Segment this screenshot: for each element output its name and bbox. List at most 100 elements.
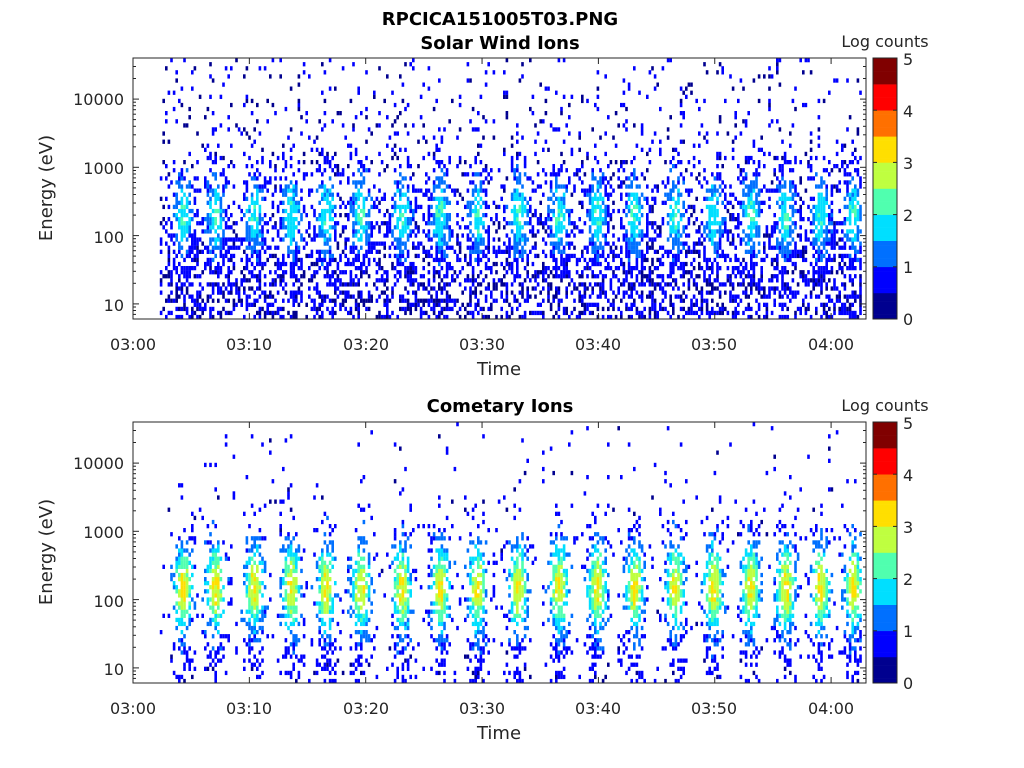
spectrogram-cell bbox=[518, 253, 522, 259]
spectrogram-cell bbox=[505, 204, 509, 210]
spectrogram-cell bbox=[401, 98, 405, 104]
spectrogram-cell bbox=[219, 266, 223, 271]
spectrogram-cell bbox=[349, 249, 353, 254]
spectrogram-cell bbox=[214, 270, 217, 275]
spectrogram-cell bbox=[526, 274, 529, 279]
spectrogram-cell bbox=[258, 241, 262, 246]
spectrogram-cell bbox=[471, 241, 475, 246]
spectrogram-cell bbox=[362, 298, 366, 303]
spectrogram-cell bbox=[820, 266, 823, 271]
spectrogram-cell bbox=[310, 253, 314, 259]
spectrogram-cell bbox=[209, 282, 212, 287]
spectrogram-cell bbox=[656, 184, 659, 189]
spectrogram-cell bbox=[635, 257, 639, 263]
spectrogram-cell bbox=[367, 249, 371, 254]
spectrogram-cell bbox=[266, 245, 269, 250]
spectrogram-cell bbox=[292, 196, 295, 201]
spectrogram-cell bbox=[308, 221, 311, 226]
spectrogram-cell bbox=[490, 294, 493, 299]
spectrogram-cell bbox=[503, 188, 506, 193]
spectrogram-cell bbox=[794, 106, 797, 112]
spectrogram-cell bbox=[261, 184, 264, 189]
spectrogram-cell bbox=[594, 217, 597, 222]
spectrogram-cell bbox=[817, 204, 821, 210]
spectrogram-cell bbox=[178, 184, 181, 189]
spectrogram-cell bbox=[217, 310, 220, 316]
spectrogram-cell bbox=[321, 257, 324, 263]
spectrogram-cell bbox=[438, 217, 441, 222]
spectrogram-cell bbox=[438, 314, 441, 320]
spectrogram-cell bbox=[630, 172, 633, 177]
spectrogram-cell bbox=[659, 225, 662, 230]
spectrogram-cell bbox=[196, 306, 199, 312]
spectrogram-cell bbox=[544, 253, 548, 259]
spectrogram-cell bbox=[726, 233, 730, 238]
spectrogram-cell bbox=[271, 192, 275, 197]
spectrogram-cell bbox=[700, 233, 704, 238]
spectrogram-cell bbox=[206, 229, 210, 234]
spectrogram-cell bbox=[815, 261, 818, 267]
spectrogram-cell bbox=[809, 208, 813, 214]
spectrogram-cell bbox=[742, 180, 745, 185]
spectrogram-cell bbox=[196, 131, 199, 136]
spectrogram-cell bbox=[781, 249, 784, 254]
spectrogram-cell bbox=[474, 217, 477, 222]
spectrogram-cell bbox=[383, 253, 386, 259]
spectrogram-cell bbox=[542, 266, 545, 271]
spectrogram-cell bbox=[591, 200, 594, 205]
spectrogram-cell bbox=[812, 245, 815, 250]
spectrogram-cell bbox=[274, 225, 277, 230]
spectrogram-cell bbox=[479, 282, 483, 287]
spectrogram-cell bbox=[206, 261, 210, 267]
spectrogram-cell bbox=[783, 302, 787, 307]
spectrogram-cell bbox=[479, 233, 483, 238]
spectrogram-cell bbox=[557, 266, 561, 271]
spectrogram-cell bbox=[770, 180, 774, 185]
spectrogram-cell bbox=[347, 310, 350, 316]
spectrogram-cell bbox=[682, 139, 685, 144]
spectrogram-cell bbox=[414, 266, 418, 271]
spectrogram-cell bbox=[469, 119, 472, 124]
spectrogram-cell bbox=[232, 221, 236, 226]
spectrogram-cell bbox=[742, 204, 745, 210]
spectrogram-cell bbox=[750, 282, 753, 287]
spectrogram-cell bbox=[347, 294, 350, 299]
spectrogram-cell bbox=[263, 294, 267, 299]
spectrogram-cell bbox=[560, 225, 563, 230]
spectrogram-cell bbox=[404, 298, 407, 303]
spectrogram-cell bbox=[677, 229, 680, 234]
spectrogram-cell bbox=[482, 213, 485, 218]
spectrogram-cell bbox=[807, 278, 810, 283]
spectrogram-cell bbox=[323, 233, 327, 238]
spectrogram-cell bbox=[513, 196, 516, 201]
spectrogram-cell bbox=[256, 188, 259, 193]
spectrogram-cell bbox=[279, 74, 282, 79]
spectrogram-cell bbox=[846, 184, 849, 189]
spectrogram-cell bbox=[627, 196, 631, 201]
spectrogram-cell bbox=[165, 221, 168, 226]
spectrogram-cell bbox=[687, 192, 691, 197]
spectrogram-cell bbox=[461, 290, 464, 295]
spectrogram-cell bbox=[643, 253, 646, 259]
spectrogram-cell bbox=[555, 176, 558, 181]
spectrogram-cell bbox=[256, 261, 259, 267]
spectrogram-cell bbox=[594, 249, 597, 254]
spectrogram-cell bbox=[219, 225, 223, 230]
spectrogram-cell bbox=[172, 192, 176, 197]
spectrogram-cell bbox=[471, 278, 475, 283]
spectrogram-cell bbox=[557, 168, 561, 173]
spectrogram-cell bbox=[443, 298, 446, 303]
spectrogram-cell bbox=[513, 217, 516, 222]
spectrogram-cell bbox=[196, 213, 199, 218]
spectrogram-cell bbox=[425, 139, 428, 144]
spectrogram-cell bbox=[516, 298, 519, 303]
spectrogram-cell bbox=[713, 233, 717, 238]
spectrogram-cell bbox=[404, 257, 407, 263]
spectrogram-cell bbox=[841, 257, 844, 263]
spectrogram-cell bbox=[432, 298, 436, 303]
spectrogram-cell bbox=[167, 249, 171, 254]
spectrogram-cell bbox=[167, 172, 171, 177]
spectrogram-cell bbox=[214, 200, 217, 205]
spectrogram-cell bbox=[404, 306, 407, 312]
spectrogram-cell bbox=[588, 217, 592, 222]
